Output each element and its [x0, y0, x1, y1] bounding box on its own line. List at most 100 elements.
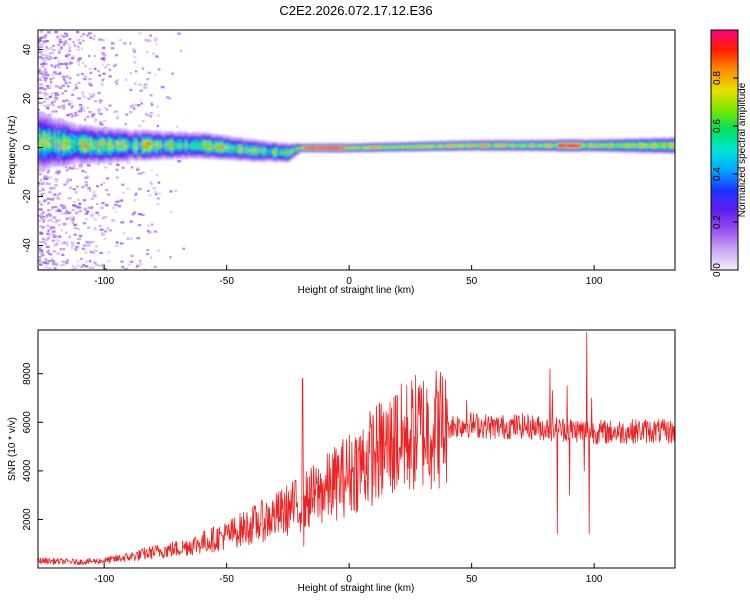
heat-cell — [79, 135, 83, 137]
heat-cell — [57, 119, 61, 122]
heat-cell — [129, 155, 133, 157]
heat-cell — [63, 151, 67, 154]
heat-cell — [69, 146, 73, 148]
heat-cell — [67, 162, 71, 164]
heat-cell — [143, 148, 147, 150]
heat-cell — [69, 153, 73, 155]
heat-cell — [97, 137, 101, 139]
heat-cell — [69, 129, 73, 132]
heat-cell — [173, 156, 176, 158]
heat-cell — [151, 133, 155, 135]
heat-cell — [45, 160, 49, 162]
heat-cell — [171, 153, 174, 155]
heat-cell — [55, 137, 59, 139]
heat-cell — [181, 143, 184, 145]
heat-cell — [95, 145, 99, 147]
heat-cell — [71, 132, 75, 135]
heat-cell — [163, 134, 166, 136]
heat-cell — [141, 143, 145, 145]
heat-cell — [139, 142, 143, 144]
heat-cell — [71, 161, 75, 164]
heat-cell — [63, 128, 67, 131]
heat-cell — [73, 146, 77, 148]
heat-cell — [43, 127, 47, 130]
heat-cell — [203, 154, 206, 156]
heat-cell — [219, 153, 222, 155]
heat-cell — [57, 125, 61, 127]
heat-cell — [221, 158, 224, 160]
heat-cell — [221, 153, 224, 155]
heat-cell — [147, 147, 151, 149]
heat-cell — [55, 120, 59, 122]
heat-cell — [163, 133, 166, 135]
heat-cell — [61, 163, 65, 165]
heat-cell — [117, 130, 121, 132]
heat-cell — [87, 133, 91, 136]
speckle — [91, 251, 96, 254]
speckle — [59, 71, 62, 74]
heat-cell — [101, 131, 105, 133]
speckle — [81, 94, 85, 97]
heat-cell — [75, 136, 79, 138]
heat-cell — [153, 131, 157, 133]
heat-cell — [215, 149, 218, 152]
speckle — [103, 66, 108, 69]
heat-cell — [163, 137, 166, 139]
heat-cell — [175, 137, 178, 139]
speckle — [119, 242, 124, 245]
heat-cell — [137, 157, 141, 159]
speckle — [41, 237, 45, 241]
heat-cell — [139, 147, 143, 150]
heat-cell — [87, 141, 91, 144]
heat-cell — [45, 143, 49, 146]
heat-cell — [111, 160, 115, 163]
heat-cell — [85, 157, 89, 159]
heat-cell — [181, 153, 184, 155]
heat-cell — [39, 132, 43, 135]
heat-cell — [107, 136, 111, 138]
heat-cell — [79, 136, 83, 139]
heat-cell — [133, 157, 137, 159]
heat-cell — [103, 127, 107, 130]
heat-cell — [99, 150, 103, 153]
heat-cell — [135, 160, 139, 162]
heat-cell — [159, 134, 163, 136]
speckle — [114, 203, 118, 207]
heat-cell — [45, 127, 49, 130]
heat-cell — [77, 134, 81, 137]
speckle — [115, 110, 119, 113]
heat-cell — [89, 141, 93, 143]
heat-cell — [49, 140, 53, 143]
heat-cell — [99, 156, 103, 158]
heat-cell — [111, 143, 115, 145]
speckle — [126, 161, 131, 164]
heat-cell — [219, 135, 222, 137]
heat-cell — [139, 152, 143, 155]
heat-cell — [135, 142, 139, 145]
heat-cell — [149, 140, 153, 142]
heat-cell — [55, 125, 59, 128]
heat-cell — [77, 133, 81, 136]
heat-cell — [117, 151, 121, 153]
heat-cell — [227, 158, 230, 160]
heat-cell — [75, 140, 79, 142]
heat-cell — [113, 134, 117, 136]
heat-cell — [149, 136, 153, 139]
speckle — [42, 112, 46, 115]
heat-cell — [155, 131, 159, 133]
heat-cell — [221, 152, 224, 154]
heat-cell — [129, 153, 133, 156]
heat-cell — [89, 129, 93, 132]
speckle — [121, 166, 125, 169]
heat-cell — [109, 153, 113, 156]
heat-cell — [67, 130, 71, 132]
heat-cell — [201, 156, 204, 158]
heat-cell — [53, 144, 57, 147]
heat-cell — [161, 147, 165, 149]
heat-cell — [139, 146, 143, 148]
heat-cell — [151, 153, 155, 155]
heat-cell — [73, 140, 77, 143]
heat-cell — [107, 146, 111, 149]
heat-cell — [59, 120, 63, 122]
speckle — [66, 211, 70, 215]
